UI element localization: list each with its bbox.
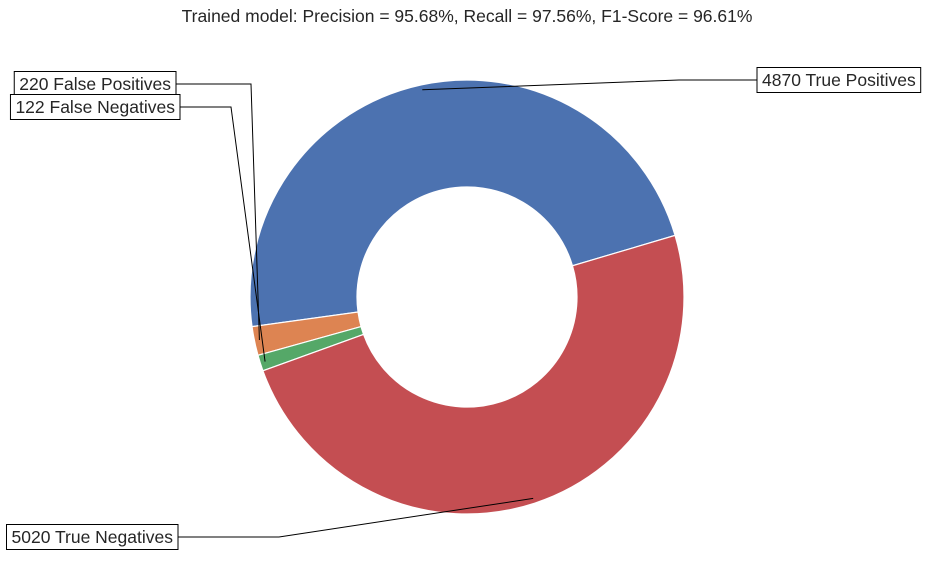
label-box [756,67,922,93]
chart-title: Trained model: Precision = 95.68%, Recal… [182,6,753,26]
slices-layer [249,79,685,515]
slice-label-text: 220 False Positives [19,74,171,94]
labels-layer: 4870 True Positives 220 False Positives 12… [6,67,922,550]
slice-label: 4870 True Positives [756,67,922,93]
slice-label-text: 122 False Negatives [15,97,175,117]
leader-line [176,83,260,341]
slice-label-text: 5020 True Negatives [12,527,174,547]
leader-line [422,79,757,91]
slice-label: 220 False Positives [13,71,177,97]
slice-4870-true-positives [249,79,676,328]
leader-line [178,497,534,538]
leader-line [180,106,266,362]
slice-label-text: 4870 True Positives [762,70,916,90]
label-box [9,94,181,120]
label-box [13,71,177,97]
leaders-layer [176,79,757,538]
label-box [6,524,179,550]
slice-label: 5020 True Negatives [6,524,179,550]
slice-5020-true-negatives [262,234,685,515]
slice-label: 122 False Negatives [9,94,181,120]
